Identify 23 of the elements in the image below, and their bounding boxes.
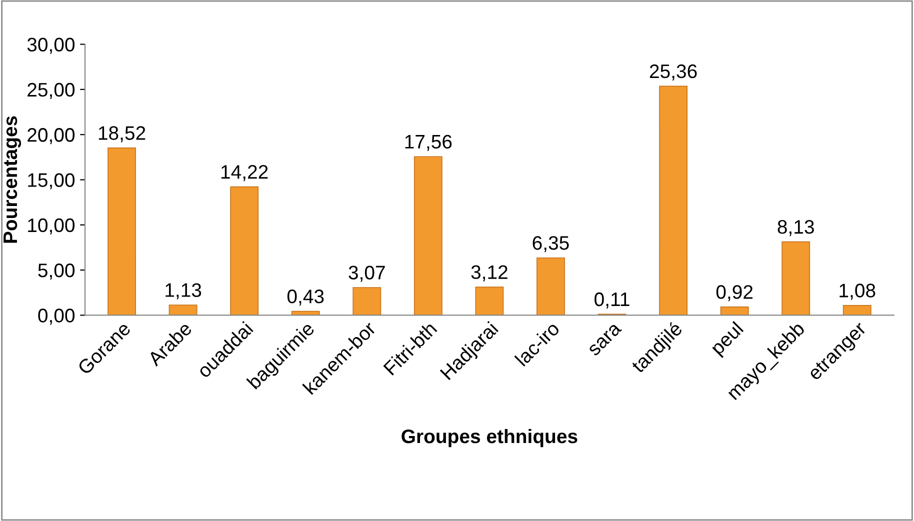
y-tick-label: 15,00 [28,173,75,190]
data-label: 0,43 [287,290,324,306]
data-label: 3,12 [471,265,508,282]
x-axis-title: Groupes ethniques [402,428,578,448]
data-label: 0,92 [716,285,753,302]
y-tick-label: 10,00 [28,218,75,234]
data-label: 25,36 [650,64,697,80]
y-axis-title: Pourcentages [4,116,22,243]
data-label: 17,56 [405,134,452,151]
data-label: 8,13 [778,220,814,236]
data-label: 0,11 [594,292,630,308]
data-label: 18,52 [98,126,146,142]
data-label: 3,07 [348,266,385,282]
y-tick-label: 20,00 [28,128,75,144]
y-tick-label: 25,00 [28,82,75,99]
data-label: 14,22 [221,165,268,182]
data-label: 6,35 [532,236,569,252]
y-tick-label: 0,00 [38,308,75,325]
y-tick-label: 30,00 [27,38,75,54]
data-label: 1,13 [166,283,202,300]
x-tick-label: sara [588,322,622,357]
data-label: 1,08 [840,284,876,300]
y-tick-label: 5,00 [38,264,75,280]
